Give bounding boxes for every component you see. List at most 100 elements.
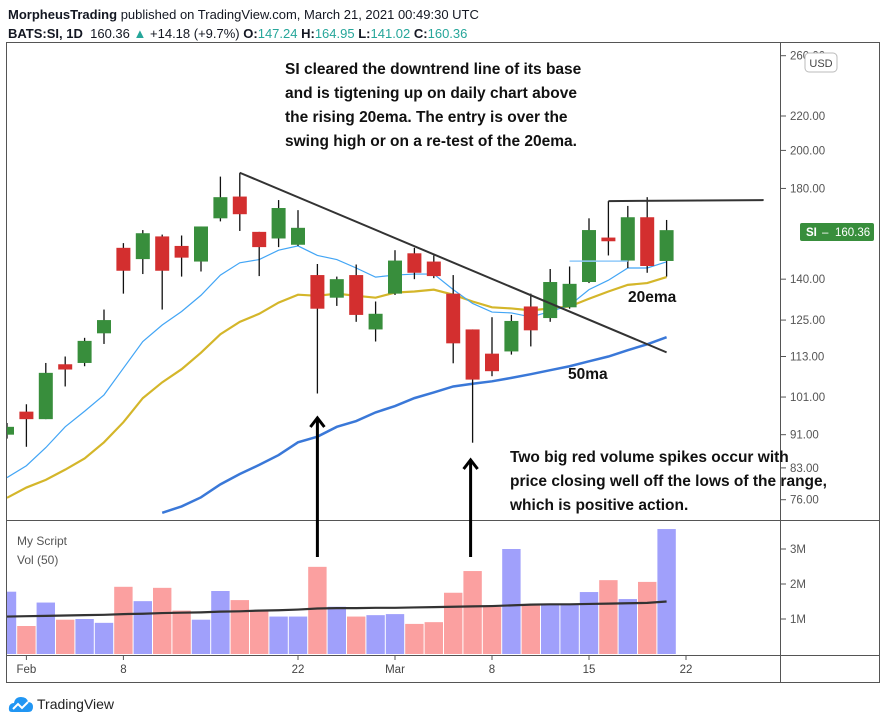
volume-bar [579,592,599,654]
price-tick-label: 113.00 [790,352,824,364]
candle-up [7,426,14,435]
price-tick-label: 83.00 [790,463,819,475]
price-tick-label: 76.00 [790,495,819,507]
annotation-line: swing high or on a re-test of the 20ema. [285,133,577,150]
candle-down [310,275,325,309]
close-label: C: [413,26,428,41]
low-value: 141.02 [370,26,411,41]
volume-bar [114,586,133,654]
symbol-legend: BATS:SI, 1D 160.36 ▲ +14.18 (+9.7%) O:14… [8,26,467,41]
volume-bar [599,580,618,654]
last-price-badge-value: 160.36 [835,227,870,239]
ema20-label: 20ema [628,289,677,306]
volume-bar [153,587,172,654]
volume-bar [385,614,405,654]
ma50-line [161,336,668,514]
candle-up [38,372,53,420]
candle-up [194,226,208,262]
volume-bar [211,591,230,654]
candle-up [135,233,150,260]
volume-bar [288,616,308,654]
candle-down [232,196,247,215]
volume-bar [17,626,36,654]
brand-name: TradingView [37,696,115,712]
annotation-line: SI cleared the downtrend line of its bas… [285,61,582,78]
volume-bar [638,581,657,654]
chart-border [6,42,880,683]
candle-down [640,217,655,267]
time-tick-label: Mar [385,664,405,676]
candle-up [659,230,674,261]
annotation-line: price closing well off the lows of the r… [510,473,827,490]
published-text: published on TradingView.com, March 21, … [120,7,479,22]
candle-up [620,217,635,261]
ma50-label: 50ma [568,366,608,383]
open-value: 147.24 [257,26,298,41]
candle-down [349,275,364,315]
currency-badge[interactable] [804,52,838,73]
candle-up [329,279,344,298]
volume-bar [482,606,502,654]
tradingview-logo[interactable]: TradingView [8,694,114,714]
candle-up [213,197,228,219]
volume-bar [269,616,288,654]
volume-bar [191,619,211,654]
candle-down [601,237,616,242]
high-value: 164.95 [314,26,355,41]
volume-pane[interactable] [0,529,676,654]
price-tick-label: 220.00 [790,111,825,123]
volume-bar [75,619,94,654]
time-tick-label: 8 [120,664,126,676]
volume-bar [347,616,366,654]
candle-up [368,313,383,330]
volume-bar [56,619,75,654]
volume-bar [94,622,114,654]
price-tick-label: 200.00 [790,145,825,157]
candle-down [465,329,480,380]
annotation-line: the rising 20ema. The entry is over the [285,109,568,126]
volume-bar [172,610,191,654]
candle-up [582,230,596,283]
last-price: 160.36 [90,26,130,41]
annotation-arrows [309,415,479,557]
candle-up [291,227,305,245]
candle-down [116,247,131,271]
candle-up [271,208,286,239]
price-tick-label: 180.00 [790,183,825,195]
last-price-badge [800,223,874,241]
candle-down [252,231,267,248]
candle-down [446,293,461,344]
volume-bar [36,602,55,654]
axes: 260.00220.00200.00180.00140.00125.00113.… [16,51,825,676]
currency-label: USD [809,58,832,70]
volume-bar [405,623,424,654]
candle-down [155,236,170,271]
volume-bar [444,592,463,654]
candle-down [19,411,34,420]
candle-up [562,283,577,308]
volume-tick-label: 3M [790,544,806,556]
price-tick-label: 101.00 [790,392,825,404]
open-label: O: [243,26,258,41]
price-change: +14.18 (+9.7%) [150,26,240,41]
price-tick-label: 140.00 [790,274,825,286]
candle-up [97,320,111,334]
tradingview-cloud-icon [8,697,34,712]
close-value: 160.36 [427,26,468,41]
high-label: H: [301,26,315,41]
price-pane[interactable] [0,171,764,514]
up-arrow-icon [309,415,326,428]
time-tick-label: 22 [292,664,305,676]
candle-up [543,282,558,319]
symbol-name[interactable]: BATS:SI, 1D [8,26,83,41]
author-name[interactable]: MorpheusTrading [8,7,118,22]
price-tick-label: 125.00 [790,315,825,327]
swing-high-line [608,199,764,203]
candle-down [426,261,441,277]
volume-annotation: Two big red volume spikes occur with pri… [510,446,827,518]
candle-down [407,253,422,273]
volume-bar [366,615,385,654]
low-label: L: [358,26,371,41]
